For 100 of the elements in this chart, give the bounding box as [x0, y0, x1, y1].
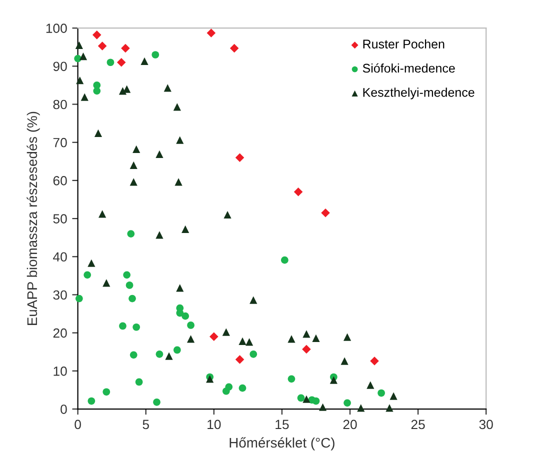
legend-label: Ruster Pochen: [363, 39, 444, 49]
x-tick-label: 30: [479, 420, 493, 430]
point: [92, 30, 102, 40]
point: [235, 153, 244, 162]
point: [288, 375, 296, 383]
point: [130, 351, 138, 359]
point: [128, 294, 136, 302]
point: [76, 294, 83, 302]
x-tick-label: 25: [411, 420, 425, 430]
y-tick-label: 10: [54, 366, 67, 376]
point: [106, 58, 114, 66]
point: [340, 357, 348, 365]
point: [130, 178, 138, 186]
point: [238, 337, 246, 346]
point: [123, 271, 130, 279]
point: [75, 41, 83, 50]
point: [98, 42, 107, 50]
point: [152, 51, 160, 58]
point: [187, 322, 194, 329]
point: [222, 328, 230, 336]
legend-label: Siófoki-medence: [362, 63, 455, 73]
point: [235, 355, 244, 364]
point: [182, 225, 190, 234]
point: [156, 150, 164, 158]
point: [173, 346, 181, 354]
point: [94, 129, 102, 138]
point: [123, 85, 131, 93]
point: [173, 103, 181, 111]
legend-label: Keszthelyi-medence: [363, 88, 474, 100]
point: [312, 397, 320, 405]
x-tick-label: 0: [74, 420, 81, 430]
point: [126, 282, 134, 289]
point: [250, 350, 258, 358]
point: [186, 335, 195, 343]
y-tick-label: 100: [46, 24, 67, 33]
point: [80, 93, 88, 101]
point: [224, 210, 232, 219]
point: [297, 394, 305, 402]
y-tick-label: 60: [53, 176, 67, 186]
y-tick-label: 70: [53, 138, 67, 148]
point: [156, 231, 164, 239]
x-axis-title: Hőmérséklet (°C): [230, 437, 334, 450]
point: [121, 44, 130, 53]
point: [302, 330, 310, 338]
point: [230, 44, 239, 53]
point: [281, 256, 288, 264]
point: [153, 398, 160, 406]
point: [302, 344, 311, 354]
y-tick-label: 40: [53, 252, 67, 262]
point: [357, 404, 365, 412]
point: [102, 388, 110, 396]
point: [79, 52, 88, 60]
y-tick-label: 30: [53, 290, 67, 300]
point: [210, 332, 218, 342]
point: [206, 28, 216, 38]
point: [312, 334, 320, 342]
point: [378, 389, 385, 397]
x-tick-label: 15: [276, 420, 289, 430]
point: [176, 136, 184, 144]
point: [344, 399, 351, 407]
point: [116, 58, 126, 67]
point: [88, 397, 96, 405]
y-tick-label: 0: [60, 404, 67, 414]
y-tick-label: 80: [53, 100, 67, 110]
x-tick-label: 10: [208, 420, 221, 430]
point: [176, 284, 184, 292]
point: [225, 383, 233, 391]
point: [130, 161, 138, 170]
point: [245, 338, 254, 346]
x-tick-label: 20: [343, 420, 357, 430]
point: [98, 210, 106, 218]
point: [366, 381, 374, 389]
point: [370, 356, 379, 366]
point: [294, 187, 303, 196]
point: [238, 384, 246, 392]
point: [135, 378, 143, 386]
point: [321, 208, 330, 218]
point: [318, 403, 327, 411]
point: [386, 404, 394, 412]
point: [343, 333, 352, 341]
point: [156, 350, 164, 358]
point: [93, 87, 101, 95]
point: [132, 323, 140, 331]
point: [102, 279, 110, 287]
y-axis-title: EuAPP biomassza részesedés (%): [26, 112, 40, 325]
point: [132, 145, 140, 154]
point: [288, 335, 296, 343]
y-tick-label: 90: [53, 62, 67, 72]
x-tick-label: 5: [142, 420, 149, 430]
point: [250, 296, 258, 304]
y-tick-label: 50: [53, 214, 67, 224]
point: [76, 76, 84, 84]
point: [164, 84, 172, 92]
point: [165, 352, 173, 360]
point: [127, 230, 135, 238]
point: [88, 259, 96, 267]
point: [330, 376, 338, 384]
y-tick-label: 20: [53, 328, 67, 338]
point: [119, 322, 126, 330]
point: [182, 312, 190, 320]
